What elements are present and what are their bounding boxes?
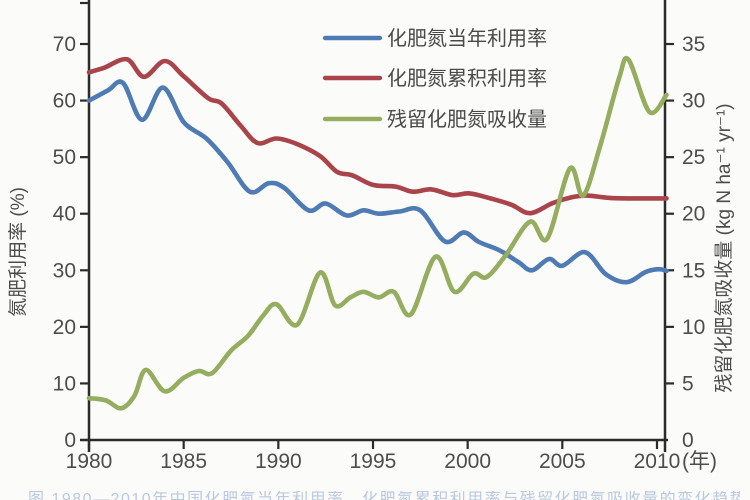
x-tick-label: 2000	[444, 450, 491, 473]
y-left-tick-label: 70	[53, 33, 76, 56]
x-tick-label: 2010	[634, 450, 681, 473]
y-left-tick-label: 10	[53, 372, 76, 395]
axes: 0 10 20 30 40 50 60 70 0 5 10 15 20 25 30 35 1980 1985 199…	[7, 0, 735, 473]
series-line-3	[86, 55, 669, 411]
y-right-tick-label: 0	[682, 429, 694, 452]
legend-label: 残留化肥氮吸收量	[387, 108, 547, 131]
legend-label: 化肥氮累积利用率	[387, 67, 547, 90]
y-right-tick-label: 30	[682, 90, 705, 113]
y-left-tick-label: 0	[64, 429, 76, 452]
y-right-tick-label: 25	[682, 146, 705, 169]
series-line-2	[86, 56, 669, 216]
cropped-caption-text: 图 1980—2010年中国化肥氮当年利用率、化肥氮累积利用率与残留化肥氮吸收量…	[28, 491, 740, 500]
cropped-caption: 图 1980—2010年中国化肥氮当年利用率、化肥氮累积利用率与残留化肥氮吸收量…	[28, 491, 740, 500]
x-tick-label: 1990	[255, 450, 302, 473]
legend-label: 化肥氮当年利用率	[387, 27, 547, 50]
x-tick-label: 1980	[66, 450, 113, 473]
y-right-tick-label: 20	[682, 203, 705, 226]
x-axis-unit-label: (年)	[682, 450, 717, 473]
y-left-tick-label: 30	[53, 259, 76, 282]
x-tick-label: 2005	[539, 450, 586, 473]
y-right-tick-label: 35	[682, 33, 705, 56]
y-left-tick-label: 50	[53, 146, 76, 169]
y-right-tick-label: 15	[682, 259, 705, 282]
y-left-tick-label: 40	[53, 203, 76, 226]
y-left-tick-label: 20	[53, 316, 76, 339]
series-curves	[86, 55, 669, 411]
series-line-1	[86, 79, 669, 285]
y-left-tick-label: 60	[53, 90, 76, 113]
x-tick-label: 1985	[160, 450, 207, 473]
y-right-tick-label: 10	[682, 316, 705, 339]
y-axis-left-title: 氮肥利用率 (%)	[7, 187, 29, 317]
legend-item: 化肥氮累积利用率	[322, 67, 547, 90]
y-axis-right-title: 残留化肥氮吸收量 (kg N ha⁻¹ yr⁻¹)	[713, 103, 735, 392]
legend-item: 化肥氮当年利用率	[322, 27, 547, 50]
legend-item: 残留化肥氮吸收量	[322, 108, 547, 131]
x-tick-label: 1995	[350, 450, 397, 473]
y-right-tick-label: 5	[682, 372, 694, 395]
